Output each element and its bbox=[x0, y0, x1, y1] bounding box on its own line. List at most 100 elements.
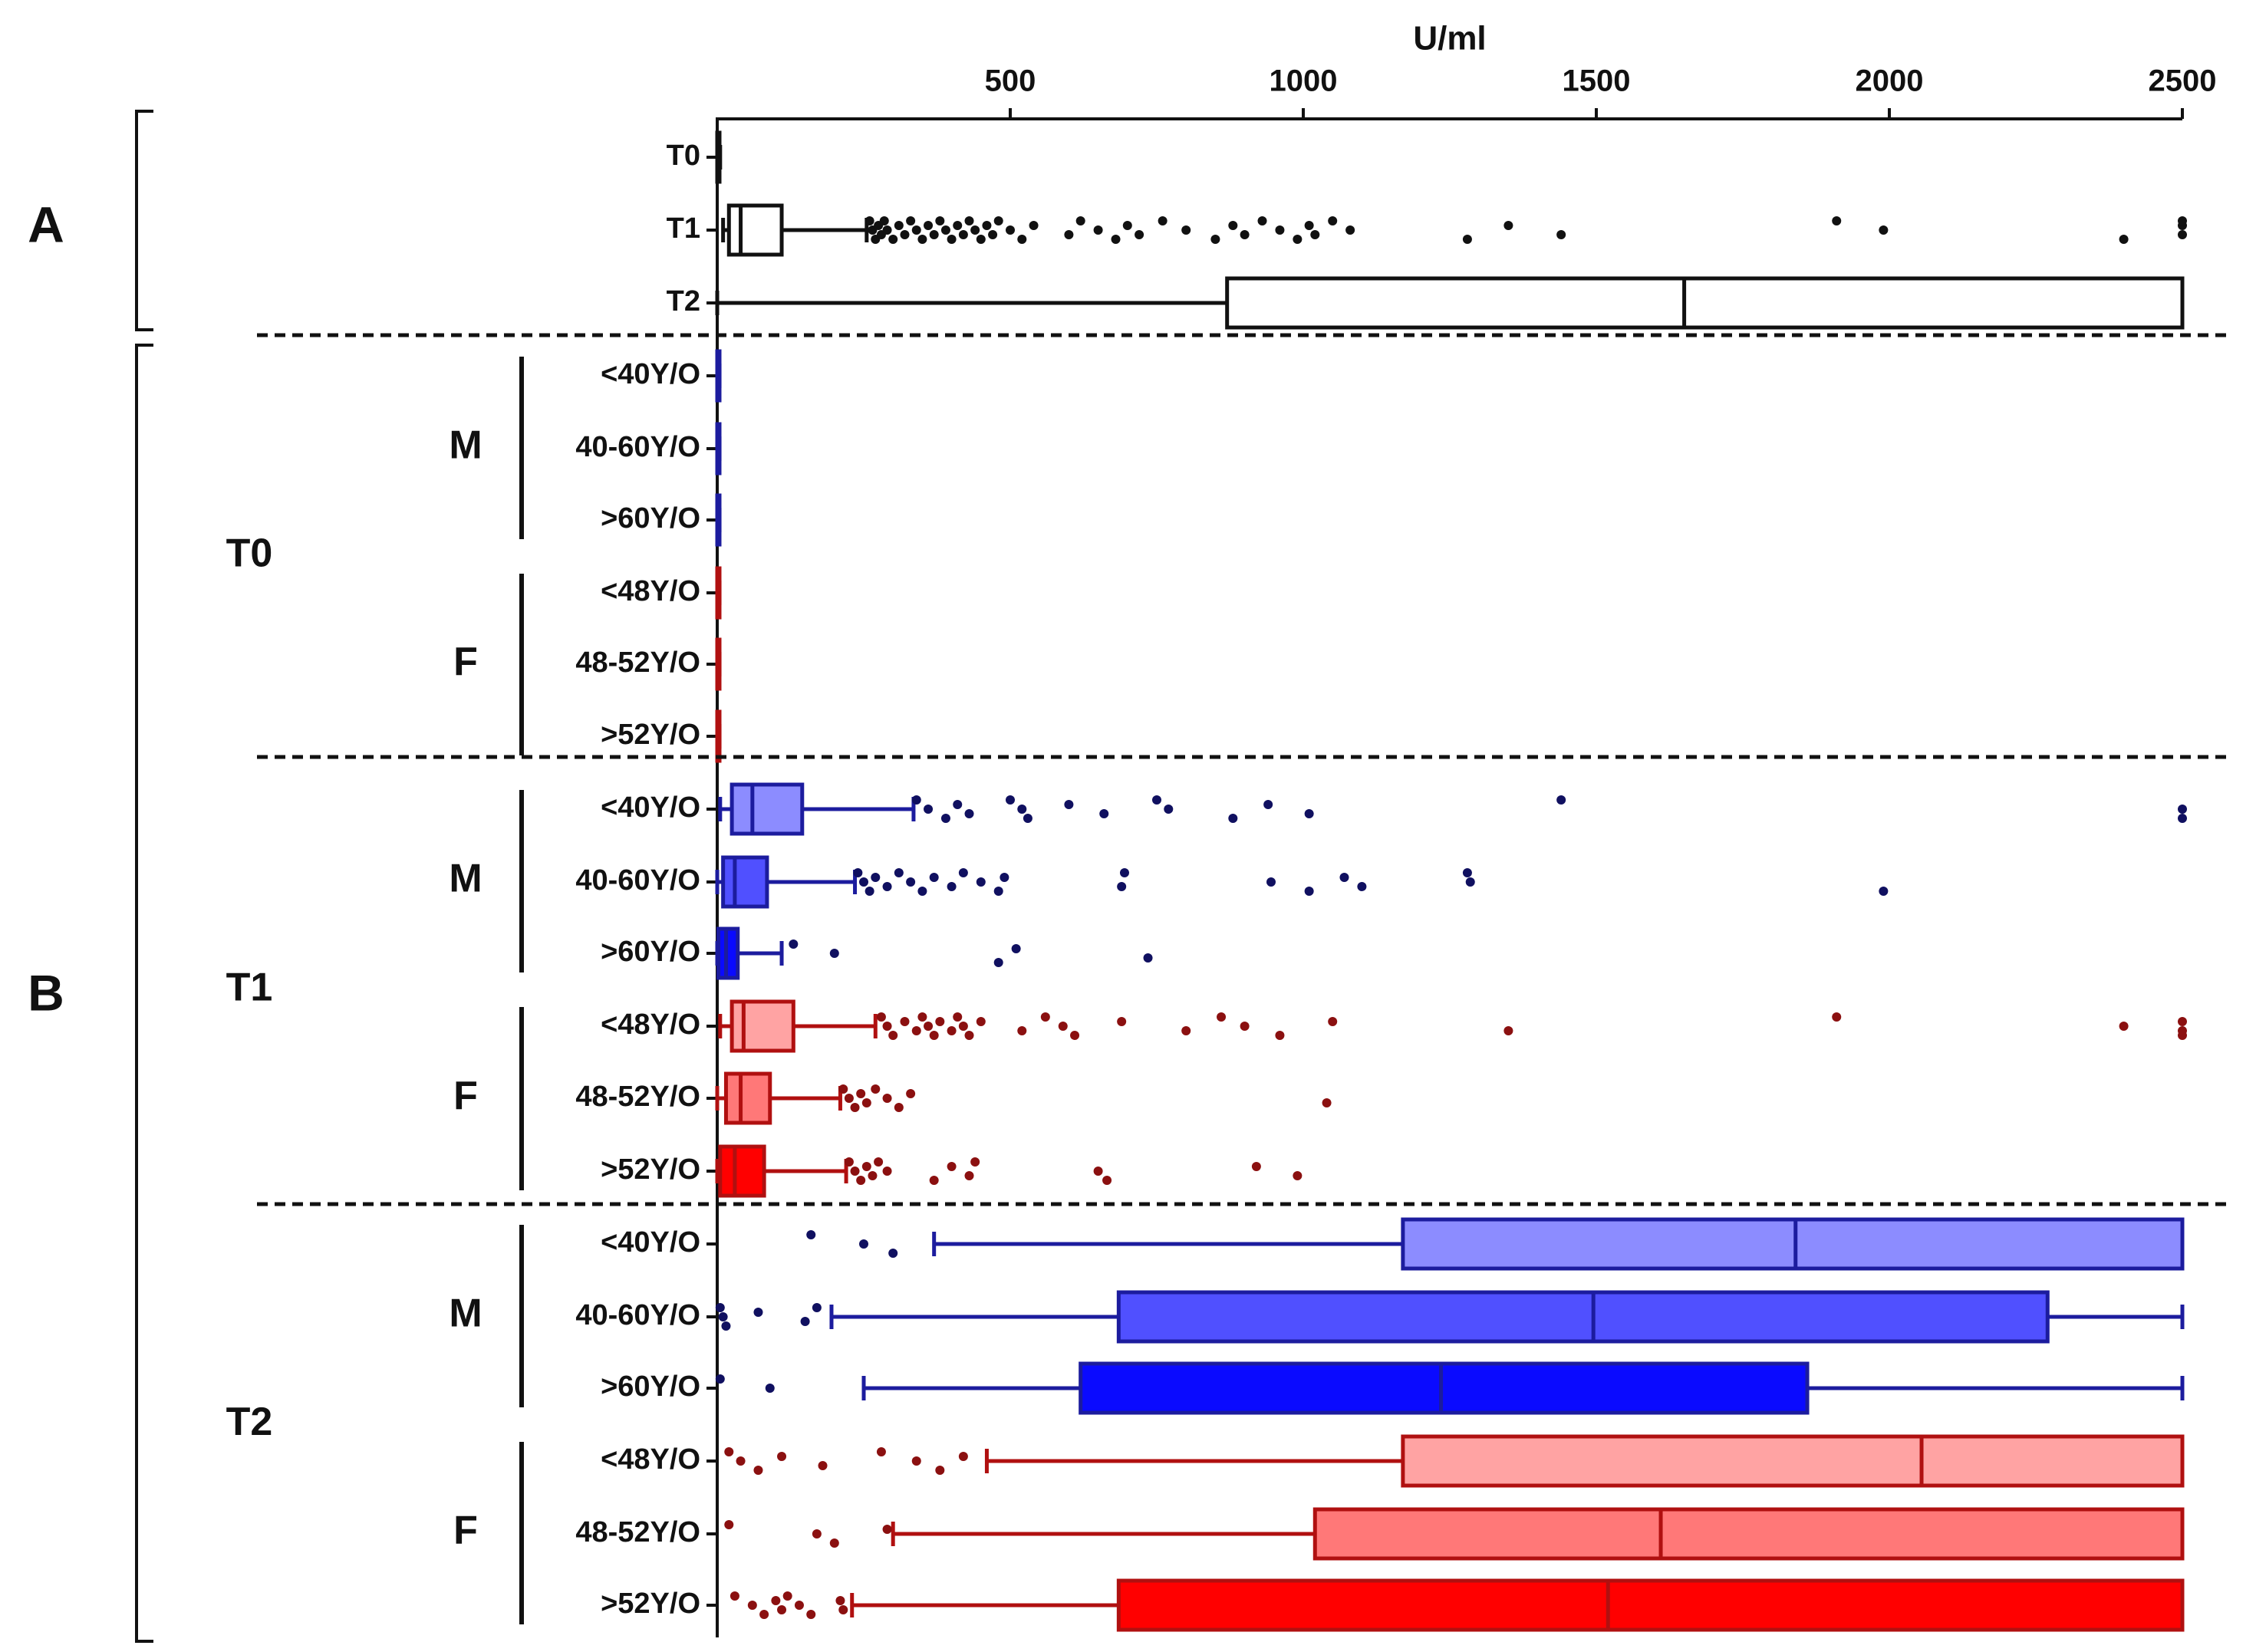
outlier-point bbox=[882, 1094, 892, 1103]
outlier-point bbox=[1462, 868, 1472, 877]
sex-label: F bbox=[453, 1074, 478, 1118]
outlier-point bbox=[1210, 235, 1220, 244]
outlier-point bbox=[876, 1447, 886, 1456]
outlier-point bbox=[882, 1167, 892, 1176]
outlier-point bbox=[818, 1461, 828, 1470]
outlier-point bbox=[1064, 800, 1074, 809]
outlier-point bbox=[1357, 882, 1367, 891]
outlier-point bbox=[917, 887, 927, 896]
outlier-point bbox=[1503, 221, 1513, 230]
outlier-point bbox=[906, 216, 916, 225]
outlier-point bbox=[1293, 1171, 1303, 1180]
outlier-point bbox=[917, 235, 927, 244]
outlier-point bbox=[970, 1157, 980, 1167]
outlier-point bbox=[829, 1538, 839, 1548]
outlier-point bbox=[1093, 1167, 1103, 1176]
outlier-point bbox=[1251, 1162, 1261, 1171]
outlier-point bbox=[1064, 230, 1074, 239]
outlier-point bbox=[2178, 1026, 2187, 1035]
outlier-point bbox=[1017, 1026, 1027, 1035]
outlier-point bbox=[844, 1094, 854, 1103]
panel-bracket-b bbox=[135, 344, 153, 1643]
outlier-point bbox=[882, 1022, 892, 1031]
outlier-point bbox=[856, 1176, 866, 1185]
row-label: 48-52Y/O bbox=[575, 1081, 700, 1113]
outlier-point bbox=[882, 882, 892, 891]
outlier-point bbox=[838, 1605, 848, 1614]
outlier-point bbox=[871, 1084, 881, 1094]
outlier-point bbox=[759, 1610, 769, 1619]
outlier-point bbox=[794, 1601, 804, 1610]
outlier-point bbox=[879, 216, 889, 225]
outlier-point bbox=[1240, 230, 1250, 239]
outlier-point bbox=[976, 235, 986, 244]
outlier-point bbox=[1017, 235, 1027, 244]
outlier-point bbox=[806, 1230, 816, 1239]
outlier-point bbox=[1328, 216, 1338, 225]
outlier-point bbox=[911, 225, 921, 235]
row-label: 40-60Y/O bbox=[575, 864, 700, 897]
panel-label-a: A bbox=[28, 196, 64, 252]
box-iqr bbox=[1401, 1434, 2185, 1488]
outlier-point bbox=[964, 1031, 974, 1040]
outlier-point bbox=[736, 1456, 746, 1466]
outlier-point bbox=[1240, 1022, 1250, 1031]
x-axis-title: U/ml bbox=[1413, 20, 1486, 58]
outlier-point bbox=[1263, 800, 1273, 809]
outlier-point bbox=[1111, 235, 1121, 244]
row-label: 48-52Y/O bbox=[575, 647, 700, 679]
outlier-point bbox=[1465, 877, 1475, 887]
outlier-point bbox=[829, 949, 839, 958]
row-label: >52Y/O bbox=[601, 1588, 700, 1620]
outlier-point bbox=[1832, 1012, 1842, 1022]
outlier-point bbox=[1462, 235, 1472, 244]
outlier-point bbox=[917, 1012, 927, 1022]
box-iqr bbox=[723, 1071, 772, 1125]
outlier-point bbox=[2178, 1017, 2187, 1026]
outlier-point bbox=[1345, 225, 1355, 235]
outlier-point bbox=[964, 216, 974, 225]
outlier-point bbox=[2178, 216, 2187, 225]
x-tick-label: 1500 bbox=[1563, 64, 1631, 98]
outlier-point bbox=[900, 1017, 910, 1026]
outlier-point bbox=[888, 1249, 898, 1258]
outlier-point bbox=[906, 1089, 916, 1098]
outlier-point bbox=[964, 1171, 974, 1180]
outlier-point bbox=[1257, 216, 1267, 225]
box-iqr bbox=[721, 855, 769, 909]
outlier-point bbox=[958, 1452, 968, 1461]
outlier-point bbox=[838, 1084, 848, 1094]
row-label: 40-60Y/O bbox=[575, 1299, 700, 1331]
outlier-point bbox=[958, 1022, 968, 1031]
outlier-point bbox=[835, 1596, 845, 1605]
outlier-point bbox=[970, 225, 980, 235]
outlier-point bbox=[1275, 1031, 1285, 1040]
outlier-point bbox=[1181, 225, 1191, 235]
outlier-point bbox=[935, 1017, 945, 1026]
row-label: >60Y/O bbox=[601, 502, 700, 535]
outlier-point bbox=[721, 1321, 731, 1331]
outlier-point bbox=[1122, 221, 1132, 230]
outlier-point bbox=[929, 873, 939, 882]
row-label: T2 bbox=[667, 285, 700, 318]
outlier-point bbox=[850, 1103, 860, 1112]
outlier-point bbox=[812, 1303, 822, 1312]
outlier-point bbox=[1119, 868, 1129, 877]
outlier-point bbox=[947, 882, 957, 891]
outlier-point bbox=[806, 1610, 816, 1619]
outlier-point bbox=[1135, 230, 1144, 239]
outlier-point bbox=[1029, 221, 1039, 230]
outlier-point bbox=[924, 1022, 934, 1031]
outlier-point bbox=[861, 1098, 871, 1107]
outlier-point bbox=[2178, 805, 2187, 814]
outlier-point bbox=[947, 1162, 957, 1171]
outlier-point bbox=[865, 216, 874, 225]
outlier-point bbox=[1304, 887, 1314, 896]
outlier-point bbox=[1310, 230, 1320, 239]
row-label: <48Y/O bbox=[601, 575, 700, 607]
outlier-point bbox=[993, 887, 1003, 896]
outlier-point bbox=[724, 1447, 734, 1456]
x-tick-label: 1000 bbox=[1270, 64, 1338, 98]
box-iqr bbox=[729, 999, 795, 1053]
row-label: T0 bbox=[667, 140, 700, 172]
